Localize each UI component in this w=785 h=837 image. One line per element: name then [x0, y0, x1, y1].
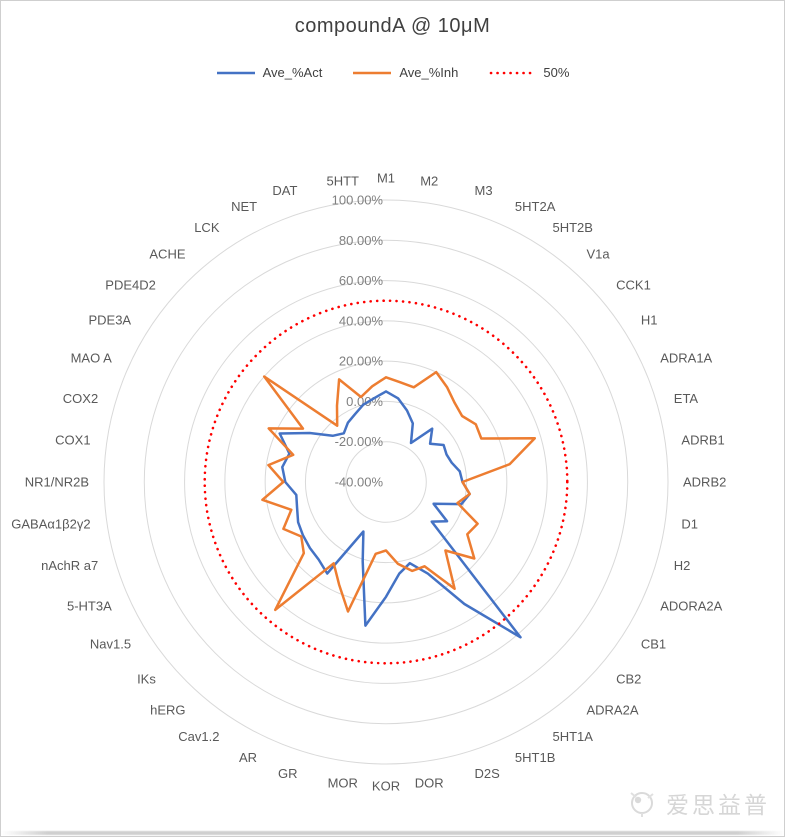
category-label: ADRA1A: [660, 351, 712, 366]
axis-tick-label: 40.00%: [339, 313, 384, 328]
series-line-act: [278, 390, 522, 639]
category-label: H2: [674, 558, 691, 573]
category-label: NR1/NR2B: [25, 475, 89, 490]
legend-item-inh[interactable]: Ave_%Inh: [352, 65, 458, 80]
legend-item-act[interactable]: Ave_%Act: [216, 65, 323, 80]
category-label: ADORA2A: [660, 598, 722, 613]
axis-tick-label: 100.00%: [332, 193, 384, 208]
category-label: ADRB1: [681, 432, 724, 447]
category-label: 5HT1B: [515, 750, 555, 765]
grid-ring: [304, 400, 468, 564]
watermark: 爱思益普: [626, 786, 770, 820]
category-label: COX2: [63, 391, 98, 406]
grid-ring: [224, 320, 548, 644]
category-label: M2: [420, 174, 438, 189]
act-line-swatch-icon: [216, 71, 255, 74]
grid-ring: [143, 239, 629, 725]
category-label: M3: [475, 183, 493, 198]
series-line-inh: [261, 370, 537, 613]
category-label: H1: [641, 313, 658, 328]
category-label: nAchR a7: [41, 558, 98, 573]
grid-ring: [264, 360, 508, 604]
category-label: IKs: [137, 671, 156, 686]
axis-tick-labels: 100.00%80.00%60.00%40.00%20.00%0.00%-20.…: [332, 193, 384, 490]
category-label: LCK: [194, 220, 220, 235]
legend-label-inh: Ave_%Inh: [399, 65, 459, 80]
reference-dotted-swatch-icon: [490, 71, 537, 74]
category-label: COX1: [55, 432, 90, 447]
category-label: V1a: [586, 247, 610, 262]
grid-ring: [103, 199, 669, 765]
category-label: Cav1.2: [178, 729, 219, 744]
axis-tick-label: 80.00%: [339, 233, 384, 248]
chart-legend: Ave_%Act Ave_%Inh 50%: [1, 65, 784, 80]
category-label: GABAα1β2γ2: [11, 517, 90, 532]
watermark-text: 爱思益普: [666, 792, 770, 818]
legend-label-reference: 50%: [543, 65, 570, 80]
category-label: CB2: [616, 671, 641, 686]
axis-tick-label: 20.00%: [339, 354, 384, 369]
category-label: ADRA2A: [586, 702, 638, 717]
category-label: CCK1: [616, 278, 651, 293]
category-label: DOR: [415, 775, 444, 790]
grid-rings: [103, 199, 669, 765]
category-label: KOR: [372, 779, 400, 794]
legend-item-reference[interactable]: 50%: [488, 65, 569, 80]
category-label: 5HT2A: [515, 199, 556, 214]
category-label: AR: [239, 750, 257, 765]
category-label: ACHE: [149, 247, 185, 262]
legend-label-act: Ave_%Act: [262, 65, 323, 80]
category-label: PDE3A: [88, 313, 131, 328]
category-label: DAT: [272, 183, 297, 198]
reference-ring: [203, 299, 569, 665]
chart-title: compoundA @ 10μM: [294, 15, 491, 37]
axis-tick-label: 60.00%: [339, 273, 384, 288]
category-label: M1: [377, 171, 395, 186]
inh-line-swatch-icon: [353, 71, 392, 74]
category-label: CB1: [641, 636, 666, 651]
category-label: hERG: [150, 702, 185, 717]
category-label: MAO A: [71, 351, 113, 366]
category-label: ADRB2: [683, 475, 726, 490]
category-label: D1: [681, 517, 698, 532]
axis-tick-label: -40.00%: [335, 475, 384, 490]
category-label: GR: [278, 766, 298, 781]
category-label: PDE4D2: [105, 278, 156, 293]
grid-ring: [345, 441, 427, 523]
category-label: NET: [231, 199, 257, 214]
category-label: 5-HT3A: [67, 598, 112, 613]
category-label: Nav1.5: [90, 636, 131, 651]
category-label: 5HT2B: [552, 220, 592, 235]
watermark-logo-icon: [630, 792, 654, 817]
bottom-divider: [1, 831, 784, 835]
category-labels: M1 M2 M3 5HT2A 5HT2B V1a CCK1 H1 ADRA1A ETA ADRB1 A…: [11, 171, 726, 794]
category-label: 5HTT: [327, 174, 360, 189]
category-label: 5HT1A: [552, 729, 593, 744]
category-label: MOR: [328, 775, 358, 790]
category-label: D2S: [475, 766, 501, 781]
category-label: ETA: [674, 391, 699, 406]
grid-ring: [184, 280, 588, 684]
axis-tick-label: -20.00%: [335, 434, 384, 449]
